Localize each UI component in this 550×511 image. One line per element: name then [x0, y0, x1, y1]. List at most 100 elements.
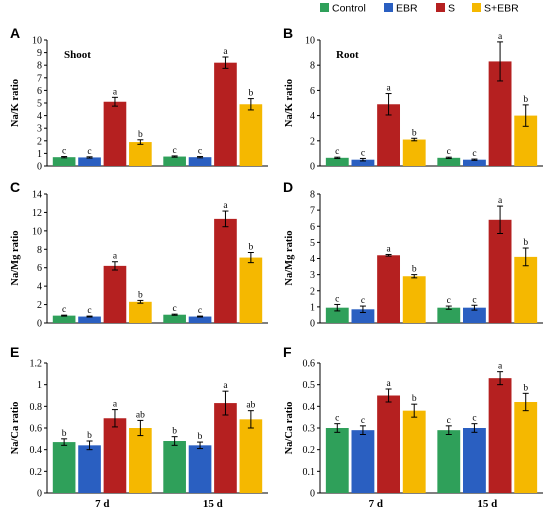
x-category-label: 15 d — [203, 498, 223, 510]
y-tick-label: 0 — [37, 162, 42, 173]
significance-letter: c — [361, 416, 365, 426]
y-tick-label: 0.5 — [303, 380, 316, 391]
y-tick-label: 2 — [310, 136, 315, 147]
x-category-label: 7 d — [369, 498, 383, 510]
legend-label-s: S — [448, 3, 455, 15]
y-tick-label: 2 — [37, 136, 42, 147]
significance-letter: a — [113, 87, 118, 97]
legend-swatch-s — [436, 3, 445, 12]
bar-control-7d — [52, 315, 76, 323]
bar-s-7d — [103, 265, 127, 323]
significance-letter: b — [523, 95, 528, 105]
y-tick-label: 10 — [305, 36, 315, 47]
bar-control-15d — [163, 314, 186, 323]
panel-B: B Root Na/K ratio 0 2 4 6 8 10 c c a b c c a b — [283, 25, 543, 173]
significance-letter: a — [498, 362, 503, 372]
bar-ebr-7d — [78, 445, 101, 493]
y-tick-label: 1 — [310, 302, 315, 313]
significance-letter: c — [87, 147, 91, 157]
y-tick-label: 5 — [37, 99, 42, 110]
panel-letter-D: D — [283, 179, 293, 195]
y-axis-label: Na/Mg ratio — [10, 230, 21, 285]
significance-letter: c — [335, 294, 339, 304]
y-tick-label: 4 — [37, 282, 42, 293]
legend-label-ebr: EBR — [396, 3, 418, 15]
significance-letter: b — [523, 238, 528, 248]
y-tick-label: 5 — [310, 238, 315, 249]
y-tick-label: 0.1 — [303, 467, 316, 478]
y-tick-label: 8 — [37, 245, 42, 256]
bar-ebr-7d — [351, 309, 375, 323]
significance-letter: c — [62, 147, 66, 157]
bar-control-7d — [325, 428, 349, 493]
significance-letter: b — [412, 265, 417, 275]
significance-letter: a — [498, 196, 503, 206]
y-tick-label: 0 — [310, 162, 315, 173]
significance-letter: c — [62, 305, 66, 315]
bar-splusebr-15d — [514, 115, 538, 166]
y-tick-label: 6 — [37, 263, 42, 274]
bar-ebr-15d — [462, 307, 486, 323]
significance-letter: c — [472, 295, 476, 305]
y-tick-label: 0.2 — [303, 445, 316, 456]
significance-letter: b — [412, 128, 417, 138]
significance-letter: c — [472, 414, 476, 424]
significance-letter: b — [412, 394, 417, 404]
significance-letter: a — [113, 252, 118, 262]
significance-letter: b — [138, 290, 143, 300]
x-category-label: 7 d — [95, 498, 109, 510]
y-tick-label: 0.6 — [30, 424, 43, 435]
y-tick-label: 0.6 — [303, 359, 316, 370]
bar-control-7d — [52, 442, 76, 493]
bar-s-7d — [103, 418, 127, 493]
y-tick-label: 1.2 — [30, 359, 43, 370]
y-axis-label: Na/Ca ratio — [10, 402, 21, 455]
legend-label-splusebr: S+EBR — [484, 3, 519, 15]
bar-s-7d — [377, 104, 401, 166]
x-category-label: 15 d — [477, 498, 497, 510]
y-tick-label: 2 — [37, 300, 42, 311]
significance-letter: b — [523, 383, 528, 393]
y-tick-label: 4 — [310, 254, 315, 265]
y-tick-label: 0.2 — [30, 467, 43, 478]
legend: Control EBR S S+EBR — [320, 3, 519, 15]
bar-s-15d — [214, 62, 237, 166]
y-tick-label: 6 — [310, 86, 315, 97]
y-tick-label: 9 — [37, 48, 42, 59]
y-tick-label: 1 — [37, 380, 42, 391]
y-tick-label: 0.4 — [303, 402, 316, 413]
bar-splusebr-15d — [514, 256, 538, 323]
y-tick-label: 2 — [310, 286, 315, 297]
significance-letter: b — [172, 427, 177, 437]
significance-letter: c — [198, 147, 202, 157]
bar-control-7d — [325, 307, 349, 323]
legend-swatch-splusebr — [472, 3, 481, 12]
bar-ebr-7d — [78, 157, 101, 166]
y-tick-label: 6 — [310, 222, 315, 233]
y-tick-label: 12 — [32, 208, 42, 219]
bar-splusebr-15d — [239, 257, 263, 323]
legend-swatch-control — [320, 3, 329, 12]
legend-label-control: Control — [332, 3, 366, 15]
bar-s-15d — [488, 61, 512, 166]
bar-splusebr-15d — [239, 419, 263, 493]
significance-letter: c — [173, 304, 177, 314]
bar-control-7d — [52, 157, 76, 166]
bar-s-15d — [488, 378, 512, 493]
y-tick-label: 8 — [310, 61, 315, 72]
y-tick-label: 0.4 — [30, 445, 43, 456]
panel-A: A Shoot Na/K ratio 0 1 23 45 6 78 910 c c a b c c a b — [10, 25, 268, 173]
y-axis-label: Na/Mg ratio — [284, 230, 295, 285]
y-tick-label: 4 — [310, 111, 315, 122]
significance-letter: b — [248, 243, 253, 253]
significance-letter: b — [87, 431, 92, 441]
bar-control-15d — [437, 430, 461, 493]
panel-inner-label: Root — [336, 49, 359, 61]
significance-letter: a — [113, 400, 118, 410]
panel-letter-C: C — [10, 179, 20, 195]
y-tick-label: 8 — [37, 61, 42, 72]
bar-ebr-7d — [351, 159, 375, 166]
y-tick-label: 3 — [310, 270, 315, 281]
significance-letter: c — [87, 306, 91, 316]
